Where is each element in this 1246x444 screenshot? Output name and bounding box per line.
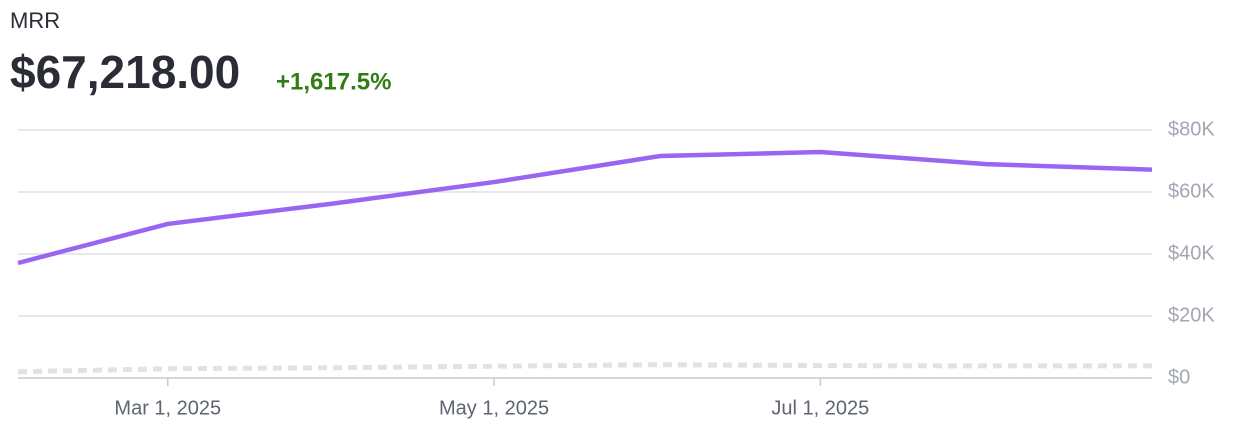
y-tick-label: $60K <box>1168 180 1215 202</box>
y-tick-label: $20K <box>1168 304 1215 326</box>
x-tick-label: Mar 1, 2025 <box>114 397 221 419</box>
x-tick-label: May 1, 2025 <box>439 397 549 419</box>
series-line <box>17 149 1153 266</box>
x-tick-label: Jul 1, 2025 <box>771 397 869 419</box>
y-tick-label: $0 <box>1168 366 1190 388</box>
change-percent: +1,617.5% <box>276 68 391 95</box>
y-tick-label: $80K <box>1168 118 1215 140</box>
chart-title: MRR <box>10 8 60 33</box>
y-tick-label: $40K <box>1168 242 1215 264</box>
headline-value: $67,218.00 <box>10 46 240 98</box>
series-line <box>17 362 1152 375</box>
